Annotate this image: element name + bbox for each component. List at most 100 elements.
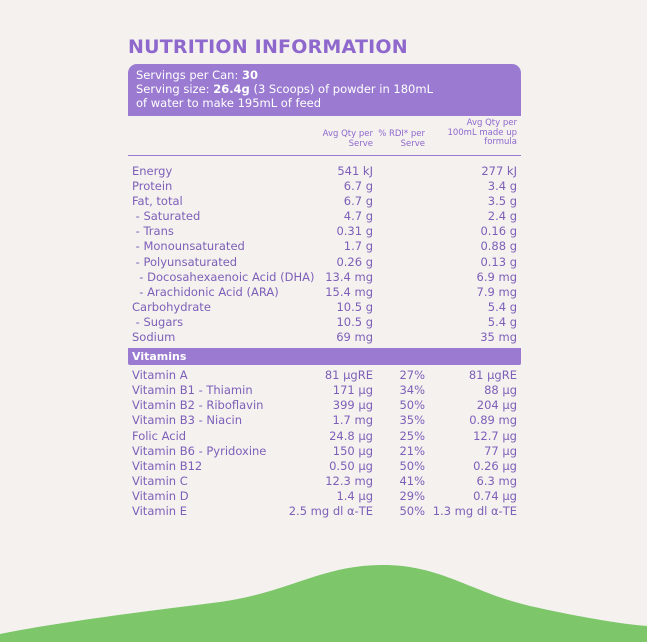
row-per-serve: 1.7 g [343,239,373,254]
row-per-serve: 1.7 mg [332,413,373,428]
row-rdi: 27% [399,368,425,383]
table-row: Vitamin A 81 µgRE 27% 81 µgRE [128,368,521,383]
table-row: - Docosahexaenoic Acid (DHA) 13.4 mg 6.9 m… [128,270,521,285]
row-rdi: 50% [399,458,425,473]
page-title: NUTRITION INFORMATION [128,36,408,58]
servings-per-can: Servings per Can: 30 [136,68,259,82]
row-per-serve: 69 mg [336,330,373,345]
col-per-serve: Avg Qty per Serve [322,129,373,149]
table-row: Vitamin B3 - Niacin 1.7 mg 35% 0.89 mg [128,413,521,428]
row-name: Carbohydrate [132,299,211,314]
row-name: Energy [132,164,173,178]
row-rdi: 50% [399,503,425,518]
table-row: Sodium 69 mg 35 mg [128,330,521,345]
table-row: - Sugars 10.5 g 5.4 g [128,315,521,330]
serving-size: Serving size: 26.4g (3 Scoops) of powder… [136,82,433,96]
table-row: Vitamin D 1.4 µg 29% 0.74 µg [128,489,521,504]
row-name: - Sugars [132,314,184,329]
row-per-serve: 1.4 µg [336,488,373,503]
table-row: Vitamin C 12.3 mg 41% 6.3 mg [128,474,521,489]
row-per-100ml: 77 µg [484,443,517,458]
row-name: Vitamin B3 - Niacin [132,413,243,428]
table-row: Vitamin B1 - Thiamin 171 µg 34% 88 µg [128,383,521,398]
table-row: Fat, total 6.7 g 3.5 g [128,194,521,209]
row-name: Vitamin D [132,488,189,503]
row-name: Vitamin B2 - Riboflavin [132,398,264,413]
row-per-100ml: 81 µgRE [468,368,517,383]
row-per-100ml: 2.4 g [487,209,517,224]
row-rdi: 29% [399,488,425,503]
row-per-serve: 10.5 g [336,299,373,314]
table-row: Vitamin B2 - Riboflavin 399 µg 50% 204 µg [128,398,521,413]
row-per-100ml: 7.9 mg [476,284,517,299]
table-row: Folic Acid 24.8 µg 25% 12.7 µg [128,429,521,444]
row-name: Protein [132,179,173,194]
row-name: - Trans [132,224,174,239]
table-row: Energy 541 kJ 277 kJ [128,164,521,179]
row-per-serve: 4.7 g [343,209,373,224]
row-name: Vitamin E [132,503,187,518]
row-per-serve: 10.5 g [336,314,373,329]
row-per-serve: 81 µgRE [324,368,373,383]
row-per-serve: 15.4 mg [325,284,373,299]
row-per-100ml: 0.16 g [480,224,517,239]
row-per-serve: 541 kJ [337,164,373,178]
nutrition-panel: Servings per Can: 30 Serving size: 26.4g… [128,64,521,519]
row-per-serve: 24.8 µg [329,428,373,443]
row-rdi: 35% [399,413,425,428]
row-per-100ml: 0.89 mg [469,413,517,428]
row-name: Fat, total [132,194,183,209]
row-name: Vitamin B1 - Thiamin [132,383,253,398]
row-per-100ml: 35 mg [480,330,517,345]
row-name: Folic Acid [132,428,187,443]
row-per-serve: 12.3 mg [325,473,373,488]
row-rdi: 41% [399,473,425,488]
row-name: Vitamin B12 [132,458,203,473]
row-name: - Saturated [132,209,201,224]
table-row: - Saturated 4.7 g 2.4 g [128,209,521,224]
row-rdi: 25% [399,428,425,443]
table-row: - Monounsaturated 1.7 g 0.88 g [128,239,521,254]
row-per-serve: 0.50 µg [329,458,373,473]
row-name: Vitamin B6 - Pyridoxine [132,443,267,458]
row-name: - Monounsaturated [132,239,245,254]
row-per-100ml: 1.3 mg dl α-TE [432,503,517,518]
row-per-100ml: 5.4 g [487,299,517,314]
row-per-serve: 6.7 g [343,179,373,194]
table-row: Carbohydrate 10.5 g 5.4 g [128,300,521,315]
row-per-serve: 171 µg [332,383,373,398]
row-per-100ml: 3.4 g [487,179,517,194]
row-rdi: 34% [399,383,425,398]
servings-header: Servings per Can: 30 Serving size: 26.4g… [128,64,521,116]
row-per-serve: 0.26 g [336,254,373,269]
row-rdi: 50% [399,398,425,413]
col-per-100ml: Avg Qty per 100mL made up formula [447,118,517,147]
row-per-100ml: 0.26 µg [473,458,517,473]
row-per-100ml: 6.3 mg [476,473,517,488]
row-per-100ml: 0.13 g [480,254,517,269]
table-row: Vitamin B12 0.50 µg 50% 0.26 µg [128,459,521,474]
row-per-100ml: 6.9 mg [476,269,517,284]
table-row: Protein 6.7 g 3.4 g [128,179,521,194]
table-row: Vitamin B6 - Pyridoxine 150 µg 21% 77 µg [128,444,521,459]
col-rdi: % RDI* per Serve [378,129,425,149]
row-name: Vitamin C [132,473,188,488]
table-row: - Trans 0.31 g 0.16 g [128,224,521,239]
table-row: - Arachidonic Acid (ARA) 15.4 mg 7.9 mg [128,285,521,300]
row-per-100ml: 277 kJ [481,164,517,178]
column-headers: Avg Qty per Serve % RDI* per Serve Avg Q… [128,116,521,156]
row-per-100ml: 88 µg [484,383,517,398]
row-name: - Polyunsaturated [132,254,238,269]
table-row: Vitamin E 2.5 mg dl α-TE 50% 1.3 mg dl α-TE [128,504,521,519]
row-per-serve: 2.5 mg dl α-TE [288,503,373,518]
green-wave [0,564,647,642]
row-per-100ml: 3.5 g [487,194,517,209]
row-per-100ml: 5.4 g [487,314,517,329]
nutrient-list: Energy 541 kJ 277 kJ Protein 6.7 g 3.4 g Fat, … [128,164,521,345]
row-rdi: 21% [399,443,425,458]
row-per-serve: 6.7 g [343,194,373,209]
row-per-100ml: 0.74 µg [473,488,517,503]
row-name: Vitamin A [132,368,188,383]
row-per-serve: 0.31 g [336,224,373,239]
row-name: - Arachidonic Acid (ARA) [132,284,279,299]
